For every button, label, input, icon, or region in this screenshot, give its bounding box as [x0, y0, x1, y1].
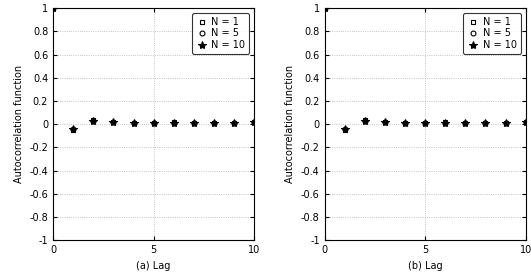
N = 5	[90, 119, 97, 122]
N = 1	[321, 7, 328, 10]
N = 1	[382, 120, 388, 124]
N = 1	[70, 128, 76, 132]
N = 5	[402, 121, 408, 125]
N = 1	[422, 121, 429, 125]
N = 5	[341, 127, 348, 131]
N = 5	[170, 121, 177, 125]
N = 1	[150, 121, 157, 125]
N = 5	[523, 120, 529, 124]
N = 1	[251, 120, 258, 124]
N = 5	[70, 127, 76, 131]
N = 1	[110, 120, 117, 124]
N = 5	[231, 121, 237, 125]
N = 1	[462, 121, 468, 125]
Line: N = 1: N = 1	[322, 6, 528, 132]
N = 1	[130, 121, 136, 125]
N = 5	[130, 121, 136, 125]
N = 10	[50, 7, 56, 10]
Line: N = 10: N = 10	[49, 4, 259, 133]
N = 5	[462, 121, 468, 125]
N = 10	[341, 127, 348, 131]
N = 1	[191, 121, 197, 125]
N = 10	[251, 120, 258, 124]
N = 10	[523, 120, 529, 124]
N = 5	[382, 120, 388, 124]
N = 1	[442, 120, 449, 124]
N = 5	[442, 121, 449, 125]
N = 5	[502, 121, 509, 125]
N = 5	[321, 7, 328, 10]
N = 10	[362, 119, 368, 122]
N = 10	[422, 121, 429, 125]
Line: N = 5: N = 5	[322, 6, 528, 131]
N = 5	[251, 120, 258, 124]
N = 1	[50, 7, 56, 10]
N = 5	[362, 119, 368, 122]
N = 10	[502, 121, 509, 125]
N = 5	[110, 120, 117, 124]
N = 10	[150, 121, 157, 125]
N = 10	[482, 121, 489, 125]
N = 1	[341, 128, 348, 132]
N = 1	[211, 121, 217, 125]
Legend: N = 1, N = 5, N = 10: N = 1, N = 5, N = 10	[192, 13, 250, 54]
N = 10	[321, 7, 328, 10]
N = 10	[90, 119, 97, 122]
N = 1	[90, 118, 97, 121]
Y-axis label: Autocorrelation function: Autocorrelation function	[285, 65, 295, 183]
N = 5	[211, 121, 217, 125]
N = 10	[382, 120, 388, 124]
N = 1	[402, 121, 408, 125]
N = 10	[170, 121, 177, 125]
Line: N = 10: N = 10	[320, 4, 530, 133]
N = 5	[150, 121, 157, 125]
N = 10	[402, 121, 408, 125]
Y-axis label: Autocorrelation function: Autocorrelation function	[14, 65, 24, 183]
N = 5	[482, 121, 489, 125]
Line: N = 1: N = 1	[50, 6, 256, 132]
N = 1	[523, 120, 529, 124]
Legend: N = 1, N = 5, N = 10: N = 1, N = 5, N = 10	[464, 13, 521, 54]
N = 10	[442, 121, 449, 125]
N = 10	[191, 121, 197, 125]
N = 10	[462, 121, 468, 125]
N = 10	[231, 121, 237, 125]
N = 5	[191, 121, 197, 125]
N = 5	[50, 7, 56, 10]
N = 5	[422, 121, 429, 125]
N = 1	[482, 121, 489, 125]
N = 1	[362, 118, 368, 121]
N = 1	[231, 121, 237, 125]
N = 10	[70, 127, 76, 131]
N = 1	[170, 120, 177, 124]
N = 10	[110, 120, 117, 124]
X-axis label: (b) Lag: (b) Lag	[408, 261, 442, 270]
X-axis label: (a) Lag: (a) Lag	[136, 261, 171, 270]
N = 10	[130, 121, 136, 125]
N = 1	[502, 121, 509, 125]
Line: N = 5: N = 5	[50, 6, 256, 131]
N = 10	[211, 121, 217, 125]
